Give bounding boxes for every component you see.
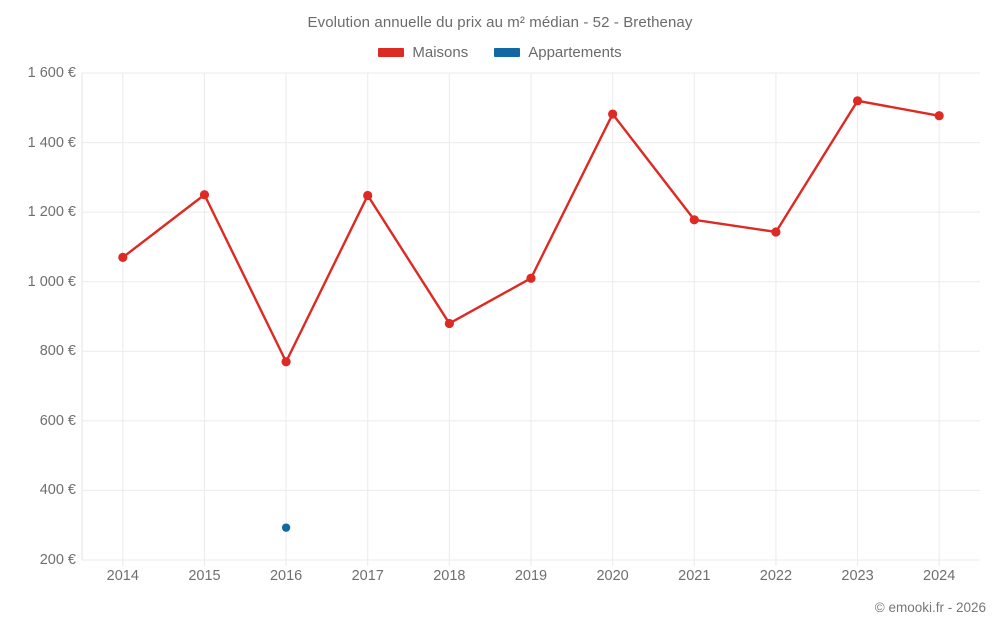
x-tick-label: 2021	[678, 568, 711, 584]
data-point-maisons-2015[interactable]	[199, 190, 210, 200]
data-point-maisons-2021[interactable]	[689, 215, 699, 225]
data-point-maisons-2017[interactable]	[363, 190, 373, 201]
x-tick-label: 2014	[106, 568, 139, 584]
x-tick-label: 2015	[188, 568, 221, 584]
y-tick-label: 1 000 €	[27, 273, 76, 290]
y-tick-label: 200 €	[39, 552, 76, 568]
x-tick-label: 2022	[759, 568, 793, 584]
y-tick-label: 400 €	[39, 482, 76, 499]
y-axis-tick-labels: 200 € 400 € 600 € 800 € 1 000 € 1 200 € 1 400 …	[0, 0, 76, 625]
legend-swatch-appartements	[494, 48, 521, 57]
data-point-maisons-2014[interactable]	[118, 252, 128, 262]
data-point-appartements-2016[interactable]	[281, 523, 291, 532]
data-point-maisons-2020[interactable]	[608, 109, 618, 119]
x-tick-label: 2023	[841, 568, 874, 584]
legend-label-appartements: Appartements	[528, 44, 622, 61]
x-tick-label: 2018	[433, 568, 466, 584]
chart-legend: Maisons Appartements	[0, 44, 1000, 61]
x-tick-label: 2020	[596, 568, 629, 584]
x-tick-label: 2016	[269, 568, 303, 584]
y-tick-label: 1 400 €	[27, 134, 76, 151]
legend-item-appartements[interactable]: Appartements	[494, 44, 622, 61]
legend-swatch-maisons	[378, 48, 405, 57]
data-point-maisons-2022[interactable]	[771, 227, 781, 237]
y-tick-label: 600 €	[39, 412, 76, 429]
credit-text: © emooki.fr - 2026	[874, 600, 986, 615]
legend-item-maisons[interactable]: Maisons	[378, 44, 468, 61]
data-point-maisons-2019[interactable]	[526, 273, 536, 283]
data-point-maisons-2024[interactable]	[934, 111, 944, 121]
data-point-maisons-2016[interactable]	[281, 357, 291, 367]
y-tick-label: 1 600 €	[27, 65, 76, 81]
y-tick-label: 800 €	[39, 343, 76, 360]
chart-title: Evolution annuelle du prix au m² médian …	[307, 14, 693, 31]
x-tick-label: 2017	[351, 568, 384, 584]
y-tick-label: 1 200 €	[27, 204, 76, 221]
data-point-maisons-2023[interactable]	[852, 96, 863, 106]
x-tick-label: 2019	[514, 568, 548, 584]
data-point-maisons-2018[interactable]	[444, 318, 454, 329]
legend-label-maisons: Maisons	[412, 44, 469, 61]
x-tick-label: 2024	[923, 568, 956, 584]
